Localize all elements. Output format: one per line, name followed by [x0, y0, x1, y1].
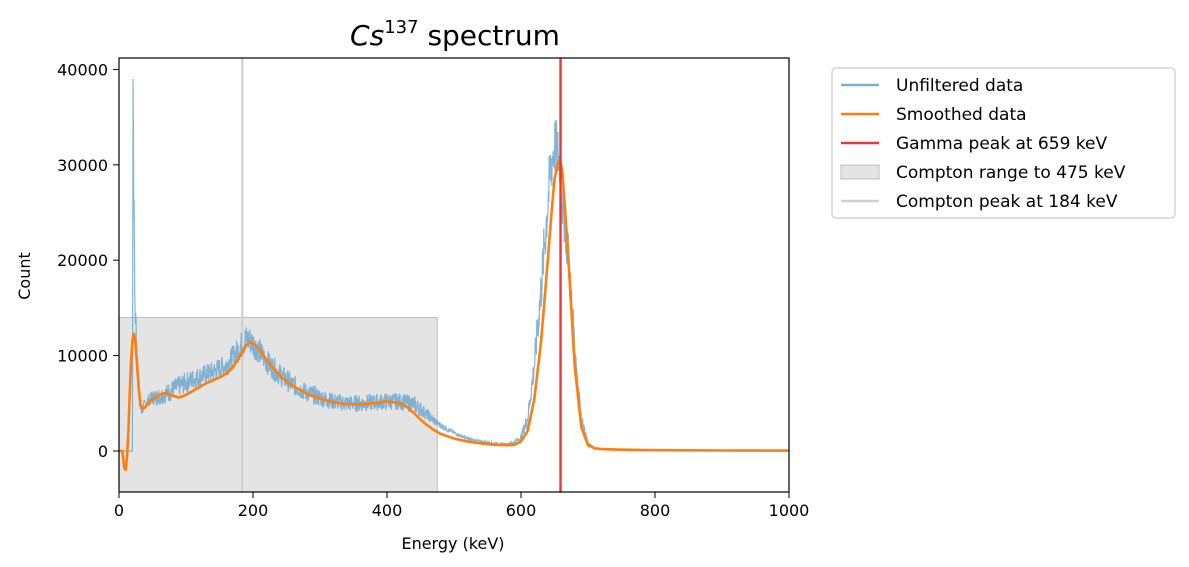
legend-label: Smoothed data [896, 105, 1027, 125]
legend-item: Gamma peak at 659 keV [841, 134, 1107, 154]
legend: Unfiltered data Smoothed data Gamma peak a… [831, 67, 1176, 219]
plot-area [119, 58, 789, 492]
legend-item: Compton peak at 184 keV [841, 192, 1118, 212]
title-rest: spectrum [419, 19, 560, 52]
y-tick-label: 30000 [57, 156, 108, 175]
y-tick-label: 40000 [57, 60, 108, 79]
x-axis-label: Energy (keV) [401, 534, 504, 553]
chart-title: Cs137 spectrum [350, 17, 560, 52]
legend-label: Gamma peak at 659 keV [896, 134, 1107, 154]
y-axis-label: Count [15, 252, 34, 300]
y-tick-label: 0 [98, 442, 108, 461]
y-tick-label: 10000 [57, 347, 108, 366]
legend-item: Compton range to 475 keV [840, 163, 1126, 183]
x-tick-label: 1000 [769, 501, 810, 520]
title-superscript: 137 [384, 17, 418, 38]
x-tick-label: 800 [640, 501, 671, 520]
legend-swatch [840, 164, 880, 180]
y-tick-label: 20000 [57, 251, 108, 270]
x-tick-label: 200 [238, 501, 269, 520]
x-tick-label: 0 [114, 501, 124, 520]
plot-frame [118, 57, 790, 493]
legend-label: Compton peak at 184 keV [896, 192, 1118, 212]
legend-item: Unfiltered data [841, 76, 1023, 96]
x-tick-label: 600 [506, 501, 537, 520]
legend-label: Compton range to 475 keV [896, 163, 1126, 183]
legend-label: Unfiltered data [896, 76, 1023, 96]
plot-clip-group [119, 58, 789, 492]
legend-box [831, 67, 1176, 219]
legend-item: Smoothed data [841, 105, 1027, 125]
title-main: Cs [350, 19, 384, 52]
x-tick-label: 400 [372, 501, 403, 520]
